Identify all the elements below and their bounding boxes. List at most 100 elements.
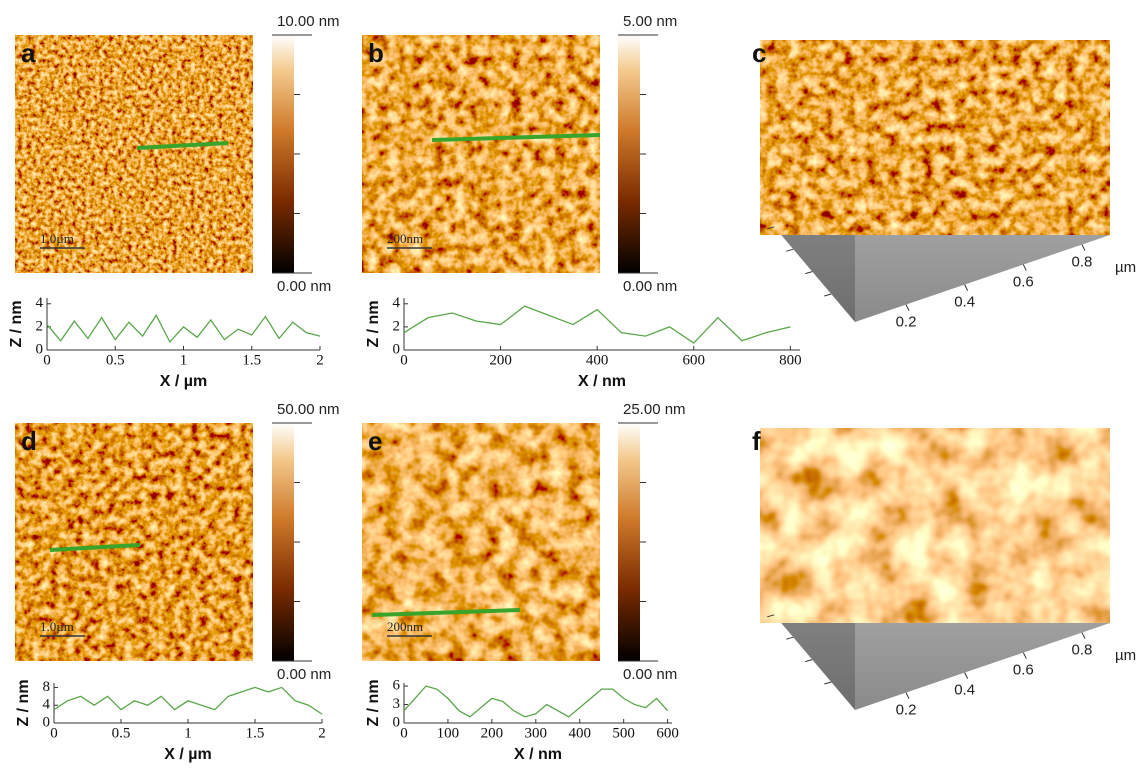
scale-bar-label: 200nm	[387, 619, 423, 634]
axis-tick	[1022, 652, 1027, 659]
x-tick-label: 1.5	[242, 352, 261, 368]
panel-letter: d	[21, 426, 37, 456]
left-face	[760, 100, 855, 322]
axis-tick-label: 0.2	[896, 702, 917, 719]
y-tick-label: 3	[393, 696, 401, 712]
y-tick-label: 2	[36, 318, 44, 334]
colorbar	[272, 423, 294, 661]
axis-tick	[786, 636, 794, 640]
surface	[760, 428, 1110, 623]
x-tick-label: 400	[586, 352, 609, 368]
x-tick-label: 2	[318, 725, 326, 741]
axis-tick-label: 0.8	[1072, 642, 1093, 659]
colorbar-min: 0.00 nm	[277, 666, 331, 683]
axis-unit: µm	[1115, 259, 1136, 276]
x-tick-label: 1	[180, 352, 188, 368]
y-tick-label: 4	[393, 295, 401, 311]
y-tick-label: 4	[43, 697, 51, 713]
scale-bar-label: 200nm	[387, 231, 423, 246]
x-tick-label: 0	[43, 352, 51, 368]
y-tick-label: 0	[393, 341, 401, 357]
axis-tick	[964, 672, 969, 679]
axis-tick-label: 0.4	[954, 682, 975, 699]
x-tick-label: 1	[184, 725, 192, 741]
axis-tick-label: 0.8	[1072, 254, 1093, 271]
y-axis-label: Z / nm	[15, 679, 32, 726]
x-tick-label: 2	[316, 352, 324, 368]
x-tick-label: 300	[525, 725, 548, 741]
panel-letter: b	[368, 38, 384, 68]
colorbar	[272, 35, 294, 273]
x-tick-label: 0	[50, 725, 58, 741]
y-axis-label: Z / nm	[365, 300, 382, 347]
colorbar-max: 25.00 nm	[623, 401, 686, 418]
axis-tick	[824, 293, 832, 297]
afm-image	[15, 35, 253, 273]
axis-tick	[805, 271, 813, 275]
profile-line	[136, 141, 229, 150]
x-tick-label: 0.5	[112, 725, 131, 741]
axis-tick	[964, 284, 969, 291]
x-tick-label: 200	[481, 725, 504, 741]
y-tick-label: 4	[36, 295, 44, 311]
panel-letter: a	[21, 38, 36, 68]
front-face	[855, 150, 1110, 322]
y-tick-label: 6	[393, 678, 401, 694]
x-tick-label: 200	[489, 352, 512, 368]
x-axis-label: X / nm	[578, 373, 626, 390]
y-tick-label: 2	[393, 318, 401, 334]
axis-tick	[767, 614, 775, 618]
colorbar	[618, 423, 640, 661]
y-axis-label: Z / nm	[8, 300, 25, 347]
axis-tick-label: 0.6	[1013, 274, 1034, 291]
x-axis-label: X / µm	[160, 373, 207, 390]
axis-tick	[1022, 264, 1027, 271]
axis-tick-label: 0.4	[954, 294, 975, 311]
afm-image	[362, 423, 600, 661]
x-tick-label: 1.5	[246, 725, 265, 741]
colorbar-max: 10.00 nm	[277, 13, 340, 30]
x-axis-label: X / nm	[514, 746, 562, 763]
panel-letter: c	[752, 38, 766, 68]
afm-image	[15, 423, 253, 661]
axis-tick-label: 0.6	[1013, 662, 1034, 679]
axis-tick	[905, 692, 910, 699]
x-tick-label: 100	[437, 725, 460, 741]
x-tick-label: 0	[400, 725, 408, 741]
x-tick-label: 600	[656, 725, 679, 741]
profile-curve	[53, 686, 323, 715]
colorbar-max: 50.00 nm	[277, 401, 340, 418]
x-tick-label: 800	[779, 352, 802, 368]
scale-bar-label: 1.0µm	[40, 231, 74, 246]
y-axis-label: Z / nm	[365, 679, 382, 726]
axis-tick	[1081, 632, 1086, 639]
profile-curve	[403, 305, 791, 344]
y-tick-label: 8	[43, 679, 51, 695]
panel-letter: f	[752, 426, 761, 456]
axis-tick	[805, 659, 813, 663]
x-tick-label: 500	[612, 725, 635, 741]
x-tick-label: 0.5	[106, 352, 125, 368]
axis-tick	[824, 681, 832, 685]
profile-line	[371, 608, 521, 617]
colorbar-min: 0.00 nm	[277, 278, 331, 295]
axis-tick	[767, 226, 775, 230]
colorbar	[618, 35, 640, 273]
colorbar-min: 0.00 nm	[623, 278, 677, 295]
profile-line	[431, 133, 601, 142]
x-tick-label: 0	[400, 352, 408, 368]
axis-tick	[786, 248, 794, 252]
x-axis-label: X / µm	[164, 746, 211, 763]
profile-line	[49, 543, 141, 552]
front-face	[855, 538, 1110, 710]
y-tick-label: 0	[36, 341, 44, 357]
y-tick-label: 0	[43, 714, 51, 730]
y-tick-label: 0	[393, 714, 401, 730]
axis-tick-label: 0.2	[896, 314, 917, 331]
x-tick-label: 400	[568, 725, 591, 741]
surface	[760, 40, 1110, 235]
profile-curve	[46, 314, 321, 344]
axis-tick	[1081, 244, 1086, 251]
scale-bar-label: 1.0µm	[40, 619, 74, 634]
